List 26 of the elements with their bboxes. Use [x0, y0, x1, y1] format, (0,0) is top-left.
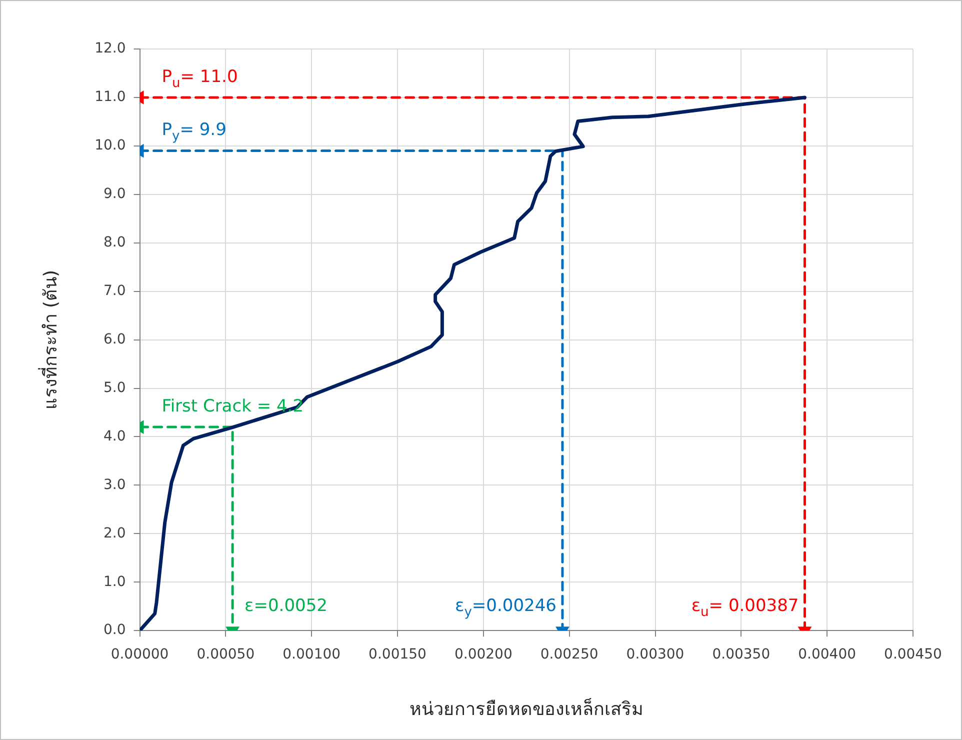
x-tick-label: 0.00400	[798, 646, 856, 663]
x-tick-label: 0.00450	[884, 646, 942, 663]
x-tick-label: 0.00100	[282, 646, 341, 663]
y-tick-label: 0.0	[104, 622, 126, 638]
y-tick-label: 1.0	[104, 574, 126, 590]
x-tick-label: 0.00150	[368, 646, 426, 663]
x-tick-label: 0.00300	[626, 646, 684, 663]
y-tick-label: 4.0	[104, 428, 126, 444]
x-tick-label: 0.00000	[110, 646, 169, 663]
x-axis-title: หน่วยการยืดหดของเหล็กเสริม	[409, 696, 644, 720]
y-axis-title: แรงที่กระทำ (ตัน)	[37, 270, 62, 410]
x-tick-label: 0.00200	[454, 646, 512, 663]
annotation: ε=0.0052	[244, 596, 328, 616]
y-tick-label: 9.0	[104, 186, 126, 202]
y-tick-label: 3.0	[104, 476, 126, 493]
y-tick-label: 12.0	[94, 40, 126, 57]
x-tick-label: 0.00350	[712, 646, 770, 663]
y-tick-label: 10.0	[94, 138, 126, 154]
y-tick-label: 11.0	[94, 89, 126, 106]
x-tick-label: 0.00250	[540, 646, 598, 663]
x-tick-label: 0.00050	[196, 646, 255, 663]
y-tick-label: 8.0	[104, 234, 126, 251]
y-tick-label: 7.0	[104, 282, 126, 299]
y-tick-label: 5.0	[104, 380, 126, 396]
y-tick-label: 6.0	[104, 331, 126, 348]
y-tick-label: 2.0	[104, 525, 126, 542]
